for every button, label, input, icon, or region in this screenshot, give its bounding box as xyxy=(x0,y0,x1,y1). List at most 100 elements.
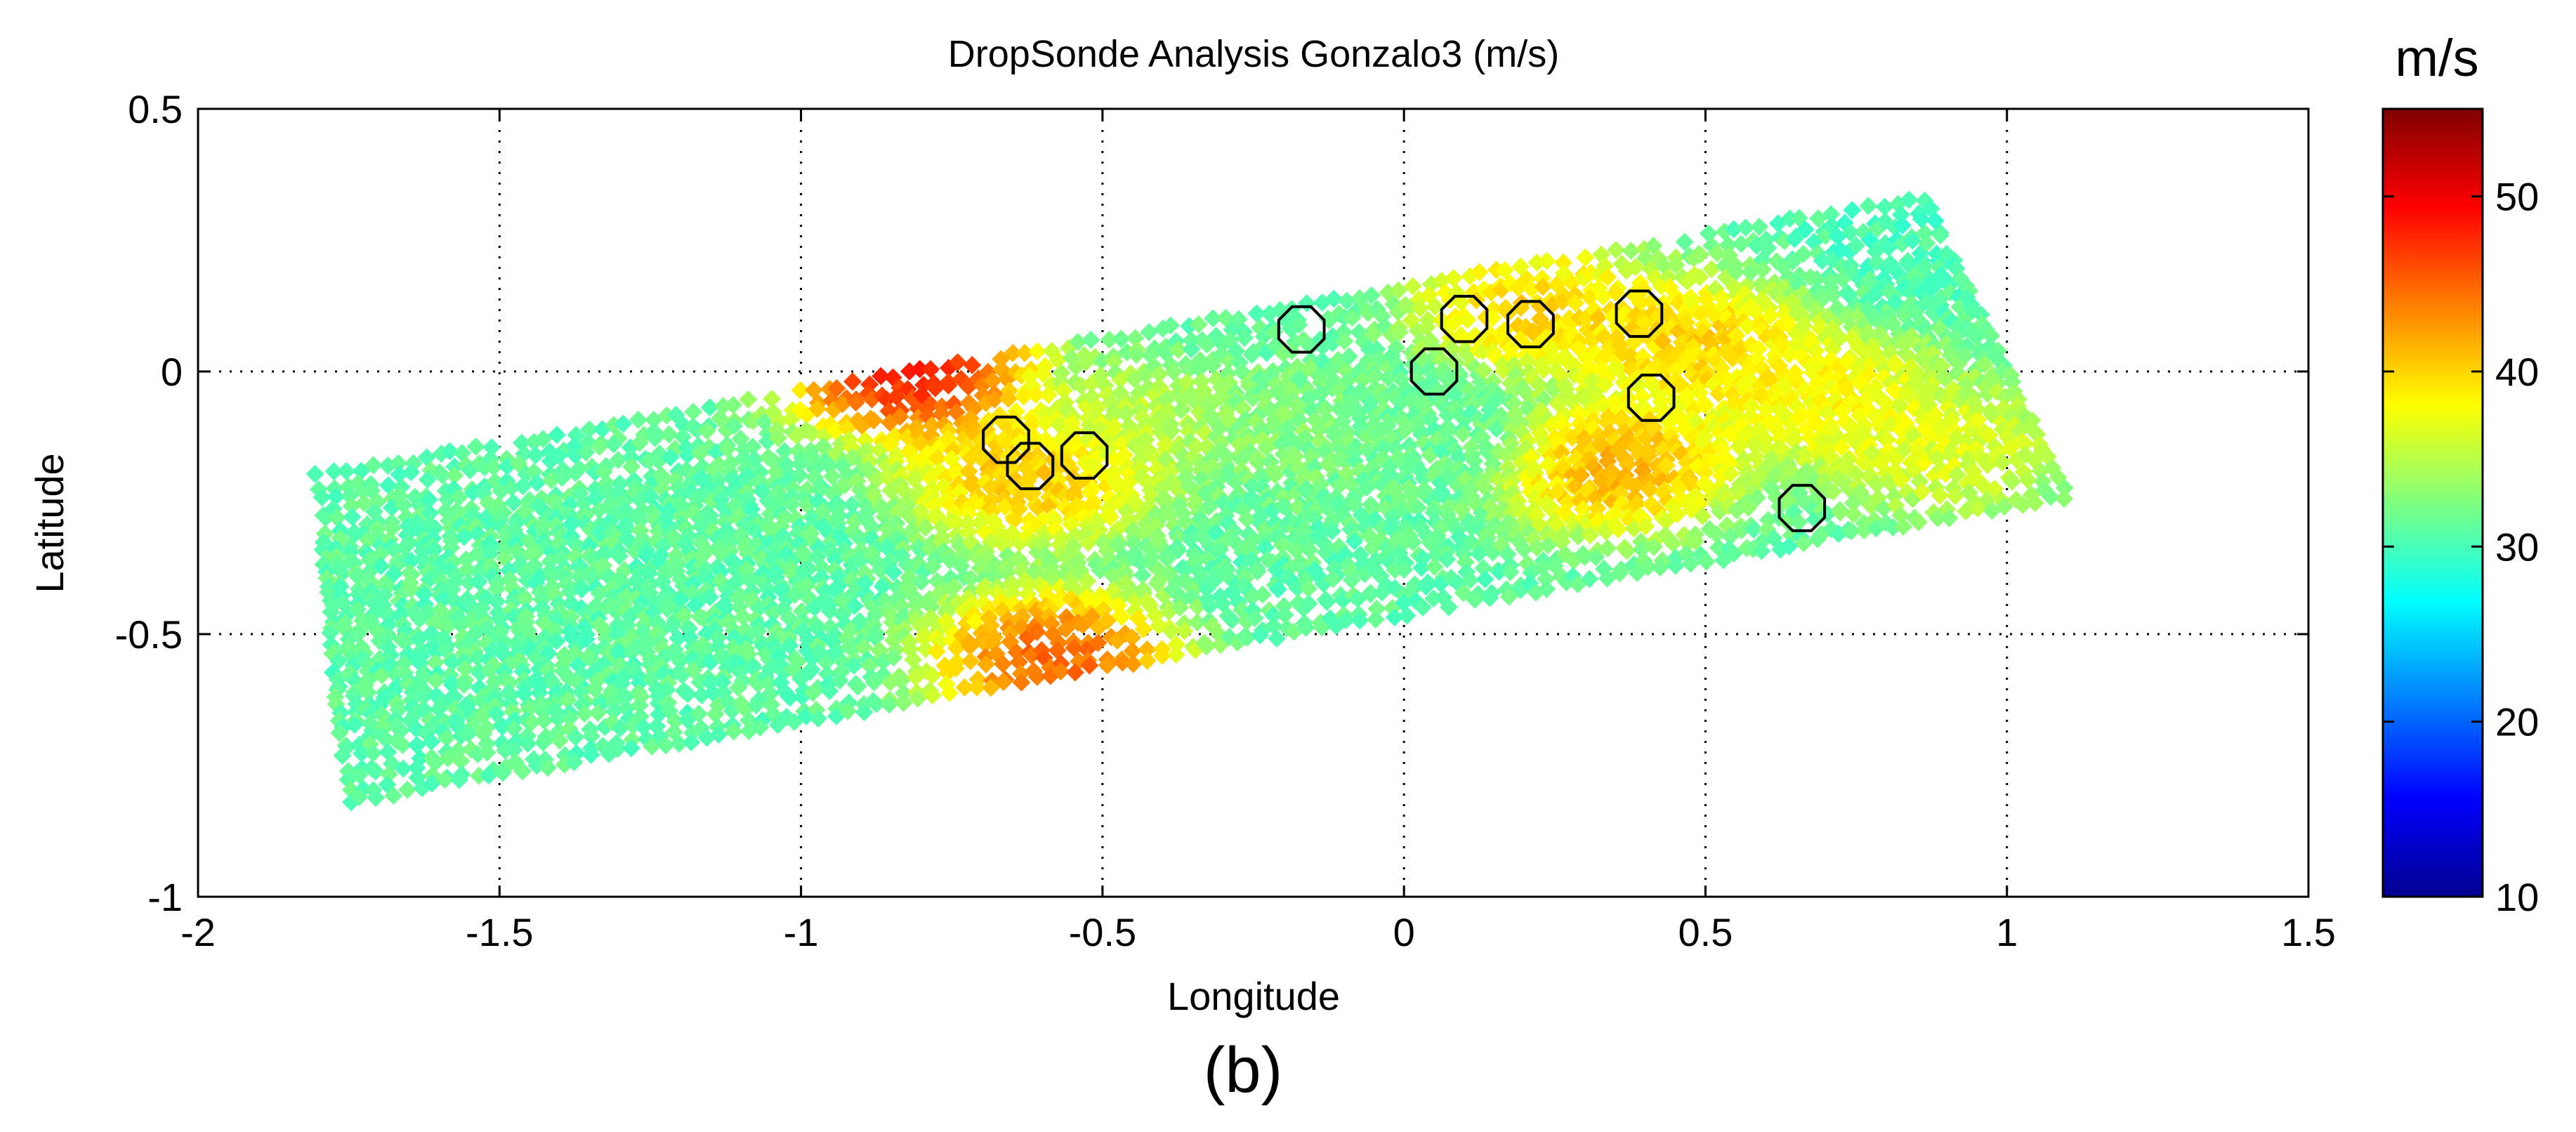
swath-point xyxy=(1884,518,1903,537)
swath-point xyxy=(1947,465,1966,484)
swath-point xyxy=(1361,585,1380,604)
swath-point xyxy=(1697,552,1716,571)
swath-point xyxy=(785,585,804,604)
swath-point xyxy=(1685,532,1704,551)
swath-point xyxy=(1188,613,1207,632)
swath-point xyxy=(394,759,413,778)
swath-point xyxy=(390,465,409,484)
swath-point xyxy=(2055,489,2074,508)
swath-point xyxy=(710,409,729,428)
swath-point xyxy=(1337,291,1356,310)
swath-point xyxy=(384,565,403,584)
swath-point xyxy=(873,577,892,596)
swath-point xyxy=(718,440,737,459)
swath-point xyxy=(791,381,810,400)
swath-point xyxy=(1565,356,1584,375)
swath-point xyxy=(1065,638,1084,657)
swath-point xyxy=(2025,494,2044,513)
swath-point xyxy=(1894,517,1913,536)
swath-point xyxy=(1112,329,1131,348)
swath-point xyxy=(1362,286,1381,305)
swath-point xyxy=(1847,465,1866,484)
swath-point xyxy=(1105,352,1124,371)
swath-point xyxy=(539,644,558,663)
swath-point xyxy=(1534,360,1553,379)
swath-point xyxy=(1322,522,1341,541)
swath-point xyxy=(1663,534,1682,553)
swath-point xyxy=(894,684,913,703)
swath-point xyxy=(459,573,478,592)
swath-point xyxy=(1522,279,1541,298)
swath-point xyxy=(1702,260,1721,279)
swath-point xyxy=(534,711,553,730)
swath-point xyxy=(855,703,874,722)
swath-point xyxy=(1761,306,1780,325)
swath-point xyxy=(843,495,862,514)
swath-point xyxy=(1495,261,1514,279)
swath-point xyxy=(928,449,947,468)
swath-point xyxy=(724,395,743,414)
swath-point xyxy=(1342,571,1361,590)
swath-point xyxy=(884,648,903,667)
swath-point xyxy=(1200,597,1219,616)
swath-point xyxy=(887,387,906,406)
swath-point xyxy=(355,494,374,513)
swath-point xyxy=(502,478,521,497)
swath-point xyxy=(504,740,523,759)
swath-point xyxy=(393,735,412,754)
swath-point xyxy=(1403,277,1422,296)
swath-point xyxy=(1082,330,1100,349)
swath-point xyxy=(1841,223,1860,242)
swath-point xyxy=(1160,462,1179,481)
swath-point xyxy=(1955,346,1974,365)
swath-point xyxy=(762,389,781,408)
swath-point xyxy=(999,389,1018,408)
swath-point xyxy=(1598,268,1617,287)
swath-point xyxy=(1034,463,1053,482)
swath-point xyxy=(1969,410,1987,429)
swath-point xyxy=(1844,505,1863,524)
swath-point xyxy=(1299,594,1318,613)
swath-point xyxy=(631,511,650,529)
panel-label: (b) xyxy=(1204,1034,1282,1106)
swath-point xyxy=(1606,240,1625,259)
swath-point xyxy=(775,442,794,461)
swath-point xyxy=(1624,519,1643,538)
swath-point xyxy=(1113,653,1132,672)
swath-point xyxy=(1098,656,1117,675)
swath-point xyxy=(622,739,640,758)
swath-point xyxy=(1004,343,1023,362)
swath-point xyxy=(747,696,765,715)
swath-point xyxy=(812,568,831,587)
swath-point xyxy=(364,744,383,763)
swath-point xyxy=(1440,421,1459,440)
swath-point xyxy=(1636,428,1655,447)
swath-point xyxy=(2016,434,2035,453)
swath-point xyxy=(527,473,546,492)
swath-point xyxy=(547,426,566,445)
swath-point xyxy=(407,758,426,777)
swath-point xyxy=(487,592,506,611)
swath-point xyxy=(1389,281,1408,300)
swath-point xyxy=(1438,550,1457,569)
swath-point xyxy=(1264,617,1283,636)
swath-point xyxy=(1390,323,1409,342)
swath-point xyxy=(1413,598,1432,617)
swath-point xyxy=(855,574,874,593)
swath-point xyxy=(761,684,780,703)
swath-point xyxy=(372,705,391,724)
swath-point xyxy=(1152,646,1171,665)
swath-point xyxy=(1237,510,1256,529)
swath-point xyxy=(372,557,390,576)
swath-point xyxy=(539,758,558,777)
swath-point xyxy=(955,678,974,697)
swath-point xyxy=(630,696,649,715)
swath-point xyxy=(751,718,770,737)
swath-point xyxy=(440,442,459,461)
swath-point xyxy=(1931,226,1950,245)
swath-point xyxy=(1123,642,1142,661)
swath-point xyxy=(1404,579,1423,598)
swath-point xyxy=(916,518,935,537)
swath-point xyxy=(1051,590,1070,609)
y-tick-label: 0.5 xyxy=(128,87,183,131)
